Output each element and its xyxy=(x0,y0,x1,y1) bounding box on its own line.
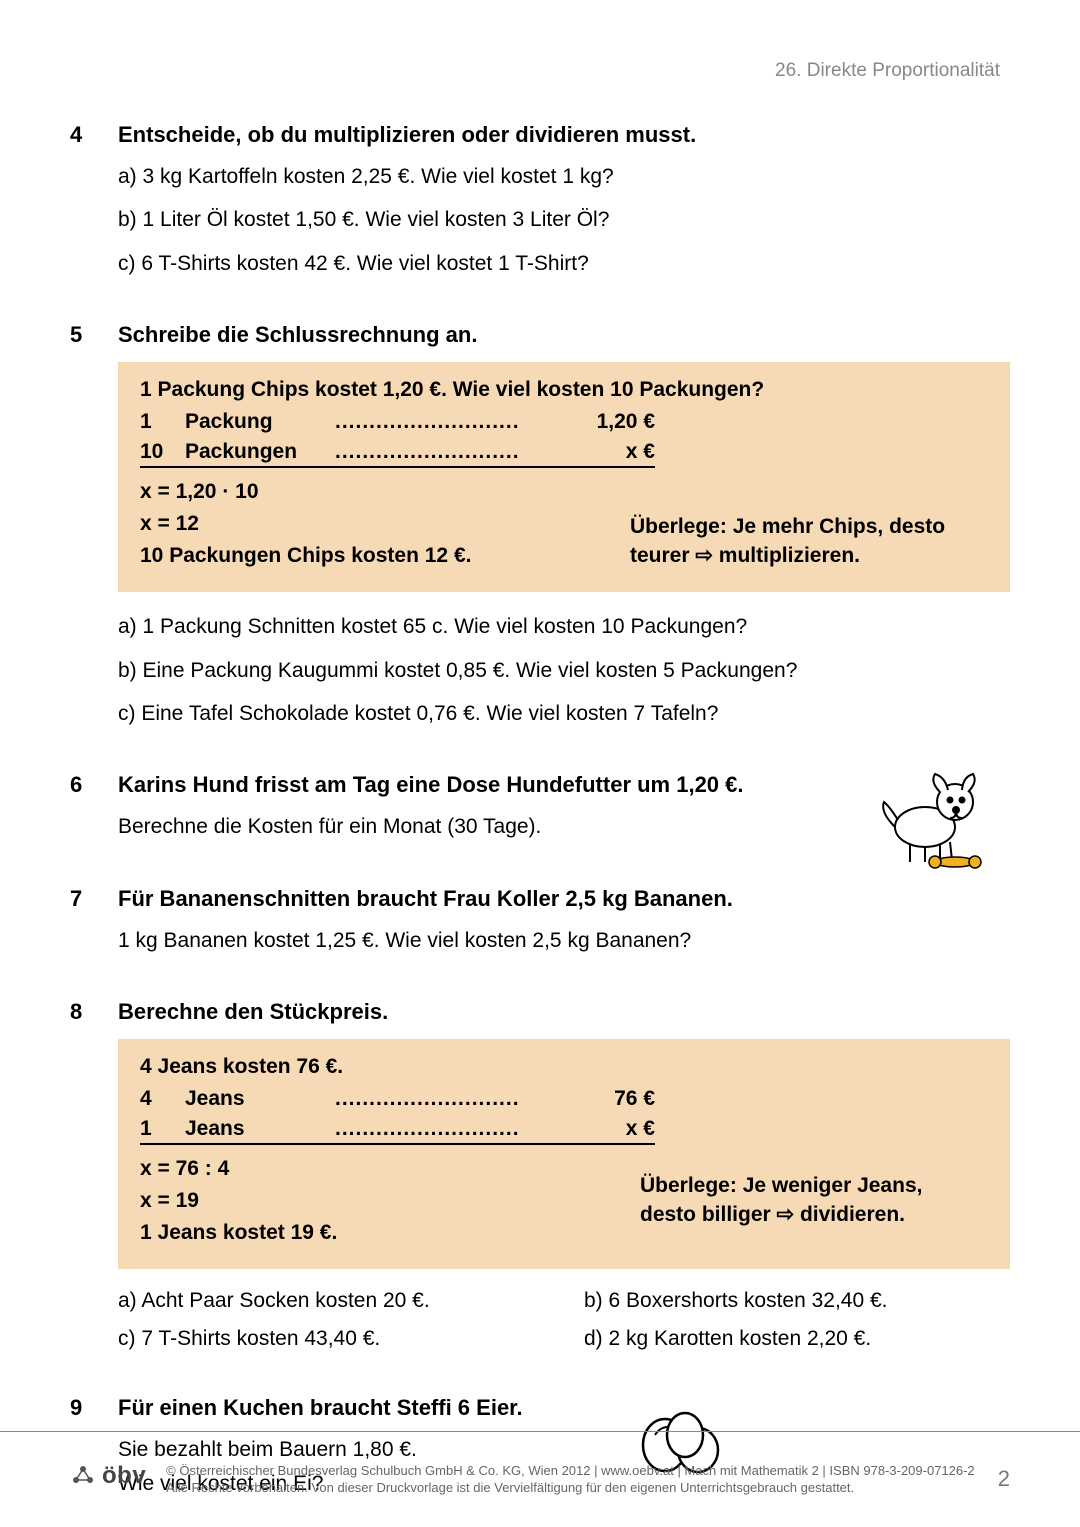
ex5-example-box: 1 Packung Chips kostet 1,20 €. Wie viel … xyxy=(118,362,1010,592)
ex5-hint: Überlege: Je mehr Chips, desto teurer ⇨ … xyxy=(630,513,990,570)
ex4-c: c) 6 T-Shirts kosten 42 €. Wie viel kost… xyxy=(118,249,1010,278)
footer-rights: Alle Rechte vorbehalten. Von dieser Druc… xyxy=(166,1479,978,1497)
ex4-b: b) 1 Liter Öl kostet 1,50 €. Wie viel ko… xyxy=(118,205,1010,234)
ex5-box-l4: x = 1,20 · 10 xyxy=(140,480,988,504)
exercise-5: 5 Schreibe die Schlussrechnung an. 1 Pac… xyxy=(70,322,1010,742)
ex5-a: a) 1 Packung Schnitten kostet 65 c. Wie … xyxy=(118,612,1010,641)
ex8-b: b) 6 Boxershorts kosten 32,40 €. xyxy=(584,1289,1010,1313)
ex5-r2c2: Packungen xyxy=(185,440,335,464)
ex8-c: c) 7 T-Shirts kosten 43,40 €. xyxy=(118,1327,544,1351)
ex5-r1c1: 1 xyxy=(140,410,185,434)
chapter-header: 26. Direkte Proportionalität xyxy=(70,60,1010,82)
ex5-r1c3: 1,20 € xyxy=(575,410,655,434)
publisher-logo: öbv xyxy=(70,1462,146,1490)
ex5-r1c2: Packung xyxy=(185,410,335,434)
ex4-a: a) 3 kg Kartoffeln kosten 2,25 €. Wie vi… xyxy=(118,162,1010,191)
ex8-hint: Überlege: Je weniger Jeans, desto billig… xyxy=(640,1172,980,1229)
ex8-d: d) 2 kg Karotten kosten 2,20 €. xyxy=(584,1327,1010,1351)
ex9-title: Für einen Kuchen braucht Steffi 6 Eier. xyxy=(118,1395,1010,1421)
ex9-l1: Sie bezahlt beim Bauern 1,80 €. xyxy=(118,1435,1010,1464)
ex8-r2c2: Jeans xyxy=(185,1117,335,1141)
ex8-a: a) Acht Paar Socken kosten 20 €. xyxy=(118,1289,544,1313)
ex5-title: Schreibe die Schlussrechnung an. xyxy=(118,322,1010,348)
ex8-r2c3: x € xyxy=(575,1117,655,1141)
ex8-number: 8 xyxy=(70,999,118,1025)
dog-icon xyxy=(870,762,1000,872)
ex8-r1c3: 76 € xyxy=(575,1087,655,1111)
footer-rule xyxy=(0,1431,1080,1432)
ex7-line: 1 kg Bananen kostet 1,25 €. Wie viel kos… xyxy=(118,926,1010,955)
ex4-title: Entscheide, ob du multiplizieren oder di… xyxy=(118,122,1010,148)
ex5-box-l1: 1 Packung Chips kostet 1,20 €. Wie viel … xyxy=(140,378,988,402)
exercise-7: 7 Für Bananenschnitten braucht Frau Koll… xyxy=(70,886,1010,969)
page-number: 2 xyxy=(998,1466,1010,1492)
ex5-r2c1: 10 xyxy=(140,440,185,464)
exercise-6: 6 Karins Hund frisst am Tag eine Dose Hu… xyxy=(70,772,1010,855)
ex5-r2dots: ........................... xyxy=(335,440,575,464)
ex8-r2c1: 1 xyxy=(140,1117,185,1141)
ex7-number: 7 xyxy=(70,886,118,912)
ex8-r1dots: ........................... xyxy=(335,1087,575,1111)
logo-text: öbv xyxy=(102,1462,146,1490)
ex8-title: Berechne den Stückpreis. xyxy=(118,999,1010,1025)
footer-copyright: © Österreichischer Bundesverlag Schulbuc… xyxy=(166,1462,978,1480)
exercise-8: 8 Berechne den Stückpreis. 4 Jeans koste… xyxy=(70,999,1010,1365)
ex5-b: b) Eine Packung Kaugummi kostet 0,85 €. … xyxy=(118,656,1010,685)
ex4-number: 4 xyxy=(70,122,118,148)
ex7-title: Für Bananenschnitten braucht Frau Koller… xyxy=(118,886,1010,912)
logo-icon xyxy=(70,1463,96,1489)
ex9-number: 9 xyxy=(70,1395,118,1421)
ex5-number: 5 xyxy=(70,322,118,348)
ex5-c: c) Eine Tafel Schokolade kostet 0,76 €. … xyxy=(118,699,1010,728)
ex5-r1dots: ........................... xyxy=(335,410,575,434)
exercise-4: 4 Entscheide, ob du multiplizieren oder … xyxy=(70,122,1010,292)
ex8-example-box: 4 Jeans kosten 76 €. 4 Jeans ...........… xyxy=(118,1039,1010,1269)
ex8-r2dots: ........................... xyxy=(335,1117,575,1141)
ex6-number: 6 xyxy=(70,772,118,798)
page-footer: öbv © Österreichischer Bundesverlag Schu… xyxy=(70,1462,1010,1497)
ex8-r1c2: Jeans xyxy=(185,1087,335,1111)
ex8-box-l1: 4 Jeans kosten 76 €. xyxy=(140,1055,988,1079)
ex8-r1c1: 4 xyxy=(140,1087,185,1111)
ex5-r2c3: x € xyxy=(575,440,655,464)
